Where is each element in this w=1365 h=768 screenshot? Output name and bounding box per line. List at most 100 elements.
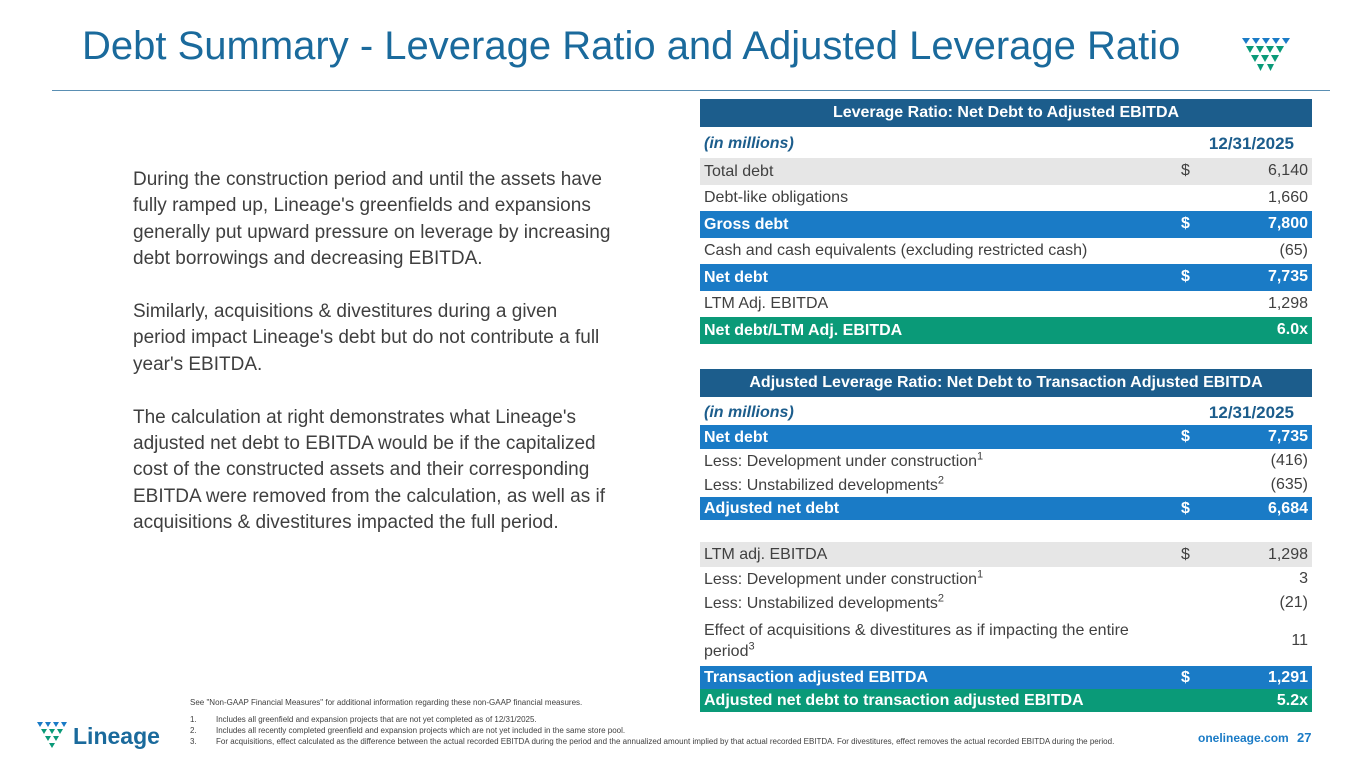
- row-label: Adjusted net debt: [704, 498, 1308, 519]
- row-value: 11: [1291, 631, 1308, 649]
- page-number: 27: [1297, 730, 1312, 745]
- footnote-ref: 2: [937, 592, 945, 605]
- row-label: LTM adj. EBITDA: [704, 544, 1308, 565]
- footnotes: 1. Includes all greenfield and expansion …: [190, 714, 1150, 747]
- row-value: 7,800: [1267, 215, 1308, 233]
- row-value: (21): [1279, 594, 1308, 611]
- footnote-number: 2.: [190, 726, 197, 735]
- row-value: 1,298: [1267, 545, 1308, 563]
- label-text: Less: Unstabilized developments: [704, 594, 938, 612]
- website: onelineage.com: [1198, 731, 1289, 745]
- table-row: [700, 520, 1312, 542]
- label-text: LTM Adj. EBITDA: [704, 295, 829, 313]
- table-row: LTM adj. EBITDA $1,298: [700, 542, 1312, 567]
- label-text: Less: Development under construction: [704, 452, 978, 470]
- footnote-ref: 1: [977, 450, 984, 463]
- currency: $: [1181, 428, 1190, 445]
- currency: $: [1181, 215, 1190, 233]
- label-text: Transaction adjusted EBITDA: [704, 669, 929, 686]
- currency: $: [1181, 162, 1190, 180]
- row-label: Gross debt: [704, 214, 1308, 235]
- label-text: Cash and cash equivalents (excluding res…: [704, 242, 1088, 260]
- label-text: Effect of acquisitions & divestitures as…: [704, 621, 1129, 660]
- table-subheader: (in millions) 12/31/2025: [700, 130, 1312, 158]
- unit-label: (in millions): [704, 135, 794, 152]
- footnote-ref: 2: [937, 474, 945, 487]
- row-label: Net debt: [704, 427, 1308, 448]
- table-row: Adjusted net debt $6,684: [700, 497, 1312, 520]
- footnote-text: Includes all recently completed greenfie…: [216, 726, 626, 735]
- body-text: During the construction period and until…: [133, 167, 611, 563]
- row-value: 7,735: [1267, 428, 1308, 445]
- row-label: Less: Unstabilized developments2: [704, 593, 1308, 614]
- row-label: Total debt: [704, 161, 1308, 182]
- footnote-text: Includes all greenfield and expansion pr…: [216, 715, 537, 724]
- table-row: Net debt $7,735: [700, 425, 1312, 449]
- table-row: Effect of acquisitions & divestitures as…: [700, 615, 1312, 666]
- label-text: Total debt: [704, 162, 774, 180]
- row-label: Adjusted net debt to transaction adjuste…: [704, 690, 1308, 711]
- table-title: Leverage Ratio: Net Debt to Adjusted EBI…: [700, 99, 1312, 127]
- footnote-ref: 1: [977, 568, 984, 581]
- row-label: Net debt: [704, 267, 1308, 288]
- table-row: Adjusted net debt to transaction adjuste…: [700, 689, 1312, 712]
- unit-label: (in millions): [704, 404, 794, 421]
- currency: $: [1181, 499, 1190, 517]
- table-row: Gross debt $7,800: [700, 211, 1312, 238]
- currency: $: [1181, 668, 1190, 686]
- disclaimer: See "Non-GAAP Financial Measures" for ad…: [190, 698, 583, 707]
- row-value: 5.2x: [1276, 691, 1308, 709]
- footnote: 1. Includes all greenfield and expansion …: [190, 714, 1150, 725]
- row-label: Effect of acquisitions & divestitures as…: [704, 620, 1308, 662]
- currency: $: [1181, 268, 1190, 286]
- row-label: LTM Adj. EBITDA: [704, 293, 1308, 314]
- label-text: Debt-like obligations: [704, 189, 849, 207]
- table-row: Net debt/LTM Adj. EBITDA 6.0x: [700, 317, 1312, 344]
- leverage-table: Leverage Ratio: Net Debt to Adjusted EBI…: [700, 99, 1312, 344]
- label-text: Less: Development under construction: [704, 570, 978, 588]
- row-label: Transaction adjusted EBITDA: [704, 667, 1308, 688]
- bottom-logo: [37, 722, 67, 748]
- row-value: (65): [1279, 241, 1308, 259]
- paragraph: Similarly, acquisitions & divestitures d…: [133, 301, 600, 375]
- date-header: 12/31/2025: [1208, 403, 1294, 422]
- table-row: Net debt $7,735: [700, 264, 1312, 291]
- table-title: Adjusted Leverage Ratio: Net Debt to Tra…: [700, 369, 1312, 397]
- title-rule: [52, 90, 1330, 91]
- row-value: 6.0x: [1276, 321, 1308, 339]
- row-value: 1,291: [1267, 668, 1308, 686]
- footnote-text: For acquisitions, effect calculated as t…: [216, 737, 1115, 746]
- row-label: Less: Development under construction1: [704, 569, 1308, 590]
- paragraph: During the construction period and until…: [133, 169, 611, 270]
- row-label: Cash and cash equivalents (excluding res…: [704, 240, 1308, 261]
- label-text: LTM adj. EBITDA: [704, 546, 828, 563]
- row-label: Less: Development under construction1: [704, 451, 1308, 472]
- row-label: Net debt/LTM Adj. EBITDA: [704, 320, 1308, 341]
- table-row: Less: Development under construction1 3: [700, 567, 1312, 591]
- label-text: Net debt: [704, 268, 768, 286]
- logo-text: Lineage: [73, 723, 160, 749]
- adjusted-leverage-table: Adjusted Leverage Ratio: Net Debt to Tra…: [700, 369, 1312, 712]
- currency: $: [1181, 545, 1190, 563]
- table-row: Cash and cash equivalents (excluding res…: [700, 238, 1312, 265]
- row-label: Less: Unstabilized developments2: [704, 475, 1308, 496]
- row-value: 3: [1299, 570, 1308, 587]
- row-value: 7,735: [1267, 268, 1308, 286]
- row-value: 6,140: [1267, 162, 1308, 180]
- label-text: Net debt: [704, 428, 768, 446]
- row-value: 6,684: [1267, 499, 1308, 517]
- row-label: Debt-like obligations: [704, 187, 1308, 208]
- slide-title: Debt Summary - Leverage Ratio and Adjust…: [82, 24, 1181, 68]
- footnote: 3. For acquisitions, effect calculated as…: [190, 736, 1150, 747]
- label-text: Adjusted net debt: [704, 500, 840, 517]
- paragraph: The calculation at right demonstrates wh…: [133, 406, 606, 534]
- label-text: Adjusted net debt to transaction adjuste…: [704, 692, 1084, 709]
- table-row: Total debt $6,140: [700, 158, 1312, 185]
- table-row: Transaction adjusted EBITDA $1,291: [700, 666, 1312, 689]
- row-value: (635): [1270, 476, 1308, 494]
- table-row: Less: Unstabilized developments2 (635): [700, 474, 1312, 498]
- footnote-ref: 3: [748, 640, 755, 653]
- footnote-number: 1.: [190, 715, 197, 724]
- row-value: 1,660: [1267, 188, 1308, 206]
